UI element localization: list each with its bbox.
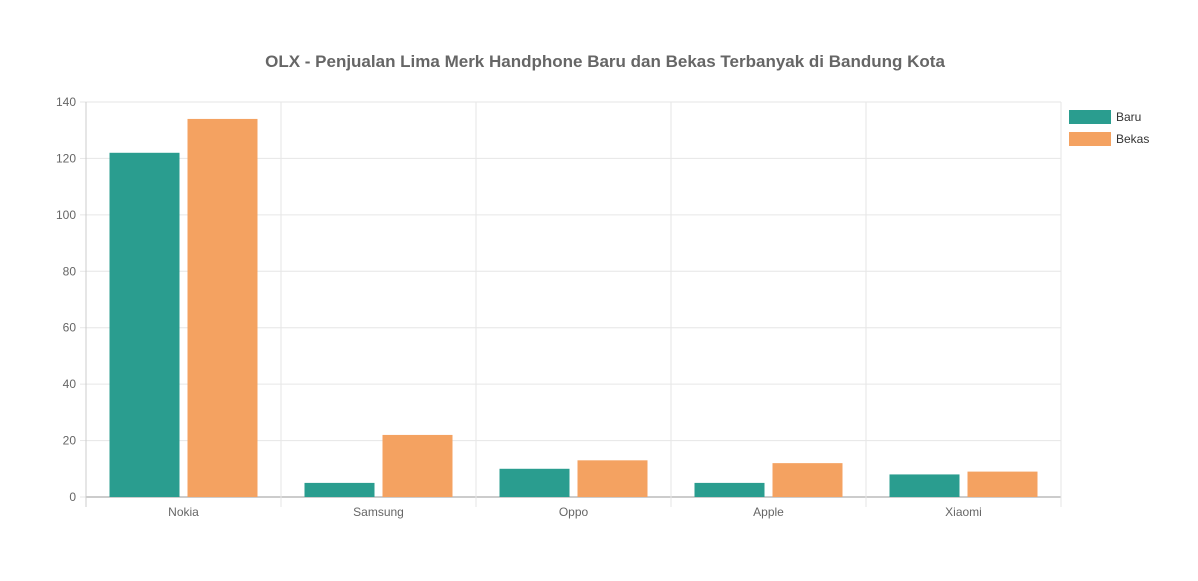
axes: 0 20 40 60 80 100 120 140 Nokia Samsung Oppo Apple X… bbox=[56, 95, 982, 519]
y-tick-label: 20 bbox=[63, 434, 77, 448]
bar-bekas-nokia[interactable] bbox=[187, 118, 258, 497]
x-tick-label: Xiaomi bbox=[945, 505, 982, 519]
bar-bekas-samsung[interactable] bbox=[382, 434, 453, 497]
x-tick-label: Oppo bbox=[559, 505, 589, 519]
bars bbox=[109, 118, 1038, 498]
legend-swatch-baru[interactable] bbox=[1069, 110, 1111, 124]
y-tick-label: 100 bbox=[56, 208, 76, 222]
bar-bekas-xiaomi[interactable] bbox=[967, 471, 1038, 497]
bar-baru-apple[interactable] bbox=[694, 482, 765, 497]
y-tick-label: 120 bbox=[56, 151, 76, 165]
y-tick-label: 40 bbox=[63, 377, 77, 391]
x-tick-label: Nokia bbox=[168, 505, 199, 519]
y-tick-label: 80 bbox=[63, 264, 77, 278]
bar-baru-xiaomi[interactable] bbox=[889, 474, 960, 497]
y-tick-label: 140 bbox=[56, 95, 76, 109]
y-tick-label: 60 bbox=[63, 321, 77, 335]
x-tick-label: Samsung bbox=[353, 505, 404, 519]
y-tick-label: 0 bbox=[69, 490, 76, 504]
bar-bekas-oppo[interactable] bbox=[577, 460, 648, 497]
legend-swatch-bekas[interactable] bbox=[1069, 132, 1111, 146]
chart-title: OLX - Penjualan Lima Merk Handphone Baru… bbox=[265, 52, 945, 71]
bar-baru-nokia[interactable] bbox=[109, 152, 180, 498]
legend: Baru Bekas bbox=[1069, 110, 1149, 146]
x-tick-label: Apple bbox=[753, 505, 784, 519]
bar-baru-samsung[interactable] bbox=[304, 482, 375, 497]
legend-label-baru: Baru bbox=[1116, 110, 1141, 124]
bar-bekas-apple[interactable] bbox=[772, 463, 843, 497]
bar-baru-oppo[interactable] bbox=[499, 468, 570, 497]
legend-label-bekas: Bekas bbox=[1116, 132, 1149, 146]
